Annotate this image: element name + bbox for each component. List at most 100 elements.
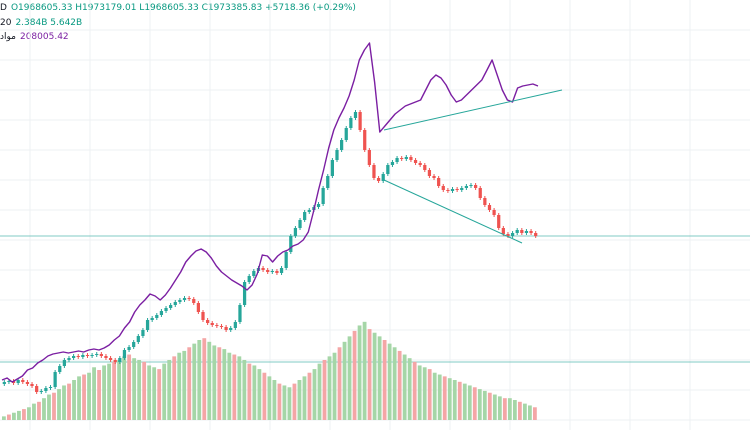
candle-body [44,388,48,391]
volume-bar [272,380,277,420]
candle-body [247,276,251,282]
candle-body [39,391,43,392]
candle-body [321,188,325,204]
volume-bar [432,372,437,420]
candle-body [173,302,177,305]
volume-bar [337,347,342,420]
candle-body [145,320,150,330]
candle-body [483,198,487,205]
candle-body [413,160,418,163]
volume-bar [352,330,357,420]
candle-body [201,312,205,320]
candle-body [497,215,501,228]
candle-body [367,150,371,165]
volume-bar [512,400,517,420]
volume-bar [312,369,317,420]
candle-body [358,112,362,130]
candle-body [58,366,62,372]
volume-bar [182,350,187,420]
volume-bar [162,363,167,420]
volume-bar [12,412,16,420]
candle-body [30,384,34,386]
candle-body [95,354,99,355]
volume-bar [457,381,462,420]
candle-body [229,328,233,330]
volume-bar [132,358,137,420]
candle-body [210,323,214,325]
volume-values: 2.384B 5.642B [15,18,83,28]
candle-body [99,354,103,356]
volume-bar [242,360,247,420]
volume-bar [517,401,522,420]
candle-body [492,210,496,215]
candle-body [487,205,492,210]
candle-body [72,356,76,358]
volume-bar [217,347,222,420]
volume-bar [267,376,272,420]
volume-bar [467,385,472,420]
candle-body [169,305,173,308]
volume-bar [107,363,112,420]
candle-body [164,308,168,311]
candle-body [390,162,395,165]
candle-body [113,360,117,362]
candle-body [25,382,30,384]
candle-body [136,336,140,342]
volume-bar [392,347,397,420]
candle-body [381,174,385,181]
candle-body [349,118,353,128]
ohlc-values: O1968605.33 H1973179.01 L1968605.33 C197… [10,3,356,13]
candle-body [386,165,390,174]
volume-bar [232,354,237,420]
volume-bar [527,405,532,420]
volume-bar [152,367,157,420]
volume-bar [32,403,36,420]
candle-body [344,128,348,140]
candle-body [252,271,256,276]
volume-bar [302,376,307,420]
candle-body [62,360,66,366]
candle-body [275,271,279,273]
candle-body [67,358,71,360]
volume-bar [142,361,147,420]
candle-body [261,268,265,270]
volume-bar [77,376,81,420]
candle-body [474,185,478,188]
volume-bar [452,380,457,420]
volume-bar [157,369,162,420]
volume-bar [212,345,217,420]
candle-body [127,347,131,350]
volume-bar [17,410,21,420]
volume-legend: 20 2.384B 5.642B [0,18,82,28]
ohlc-legend: D O1968605.33 H1973179.01 L1968605.33 C1… [0,3,356,13]
volume-bar [117,360,122,420]
volume-bar [507,398,512,420]
volume-bar [297,380,302,420]
candle-body [85,355,90,356]
volume-bar [62,385,66,420]
volume-bar [382,340,387,420]
volume-bar [372,332,377,420]
volume-bar [187,347,192,420]
candle-body [289,236,293,252]
volume-bar [282,385,287,420]
candle-body [279,268,284,273]
candle-body [469,185,473,186]
volume-bar [292,383,297,420]
volume-bar [27,407,31,420]
candle-body [326,176,330,188]
volume-bar [497,396,502,420]
volume-bar [472,387,477,420]
volume-bar [172,356,177,420]
volume-bar [487,392,492,420]
volume-bar [317,363,322,420]
volume-bar [462,383,467,420]
volume-bar [37,401,41,420]
candle-body [53,372,57,387]
volume-bar [112,361,117,420]
candle-body [90,355,94,356]
indicator-tag: مواد [0,32,16,42]
candle-body [353,112,358,118]
indicator-legend: مواد 208005.42 [0,32,69,42]
